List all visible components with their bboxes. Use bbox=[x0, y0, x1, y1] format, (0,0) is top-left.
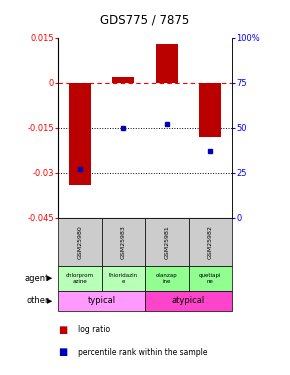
Text: ▶: ▶ bbox=[47, 298, 52, 304]
Text: atypical: atypical bbox=[172, 296, 205, 305]
Bar bbox=[69, 82, 90, 184]
Text: ▶: ▶ bbox=[47, 275, 52, 281]
Text: other: other bbox=[27, 296, 49, 305]
Text: GSM25980: GSM25980 bbox=[77, 225, 82, 259]
Text: chlorprom
azine: chlorprom azine bbox=[66, 273, 94, 284]
Text: GSM25982: GSM25982 bbox=[208, 225, 213, 259]
Text: GSM25981: GSM25981 bbox=[164, 225, 169, 259]
Text: quetiapi
ne: quetiapi ne bbox=[199, 273, 222, 284]
Bar bbox=[156, 44, 177, 82]
Text: percentile rank within the sample: percentile rank within the sample bbox=[78, 348, 208, 357]
Text: ■: ■ bbox=[58, 348, 67, 357]
Text: ■: ■ bbox=[58, 325, 67, 335]
Bar bbox=[113, 76, 134, 82]
Bar bbox=[200, 82, 221, 136]
Text: typical: typical bbox=[88, 296, 115, 305]
Text: thioridazin
e: thioridazin e bbox=[109, 273, 138, 284]
Text: GSM25983: GSM25983 bbox=[121, 225, 126, 259]
Text: GDS775 / 7875: GDS775 / 7875 bbox=[100, 13, 190, 26]
Text: olanzap
ine: olanzap ine bbox=[156, 273, 177, 284]
Text: log ratio: log ratio bbox=[78, 326, 110, 334]
Text: agent: agent bbox=[25, 274, 49, 283]
